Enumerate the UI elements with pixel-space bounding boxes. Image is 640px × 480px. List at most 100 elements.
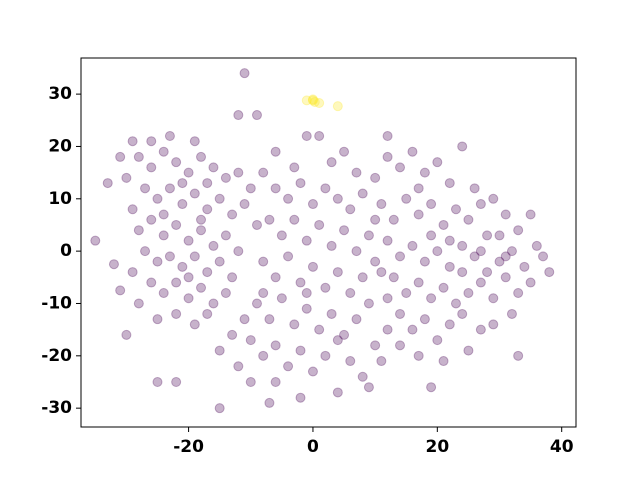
- point: [208, 298, 219, 309]
- point: [102, 178, 113, 189]
- point: [469, 183, 480, 194]
- point: [283, 251, 294, 262]
- point: [332, 335, 343, 346]
- point: [407, 324, 418, 335]
- point: [382, 293, 393, 304]
- point: [307, 199, 318, 210]
- point: [251, 110, 262, 121]
- point: [158, 288, 169, 299]
- point: [227, 209, 238, 220]
- point: [382, 235, 393, 246]
- point: [214, 193, 225, 204]
- point: [177, 261, 188, 272]
- point: [301, 235, 312, 246]
- point: [432, 157, 443, 168]
- point: [457, 267, 468, 278]
- point: [164, 130, 175, 141]
- point: [301, 303, 312, 314]
- point: [307, 94, 318, 105]
- point: [127, 204, 138, 215]
- point: [307, 261, 318, 272]
- point: [270, 183, 281, 194]
- point: [189, 251, 200, 262]
- point: [395, 251, 406, 262]
- point: [332, 193, 343, 204]
- y-tick-label: 20: [48, 136, 72, 156]
- point: [419, 314, 430, 325]
- point: [395, 340, 406, 351]
- point: [525, 209, 536, 220]
- point: [202, 267, 213, 278]
- y-tick-label: -20: [41, 346, 72, 366]
- point: [276, 293, 287, 304]
- point: [326, 240, 337, 251]
- point: [295, 345, 306, 356]
- plot-area: [81, 58, 576, 427]
- point: [388, 214, 399, 225]
- point: [220, 230, 231, 241]
- point: [326, 157, 337, 168]
- point: [196, 214, 207, 225]
- point: [171, 308, 182, 319]
- point: [276, 230, 287, 241]
- point: [463, 214, 474, 225]
- point: [475, 277, 486, 288]
- point: [413, 277, 424, 288]
- point: [121, 329, 132, 340]
- point: [258, 350, 269, 361]
- y-tick-label: -30: [41, 398, 72, 418]
- point: [370, 340, 381, 351]
- point: [301, 130, 312, 141]
- point: [444, 261, 455, 272]
- point: [513, 288, 524, 299]
- x-tick-label: 0: [307, 437, 319, 457]
- point: [208, 162, 219, 173]
- point: [463, 345, 474, 356]
- point: [463, 288, 474, 299]
- point: [444, 319, 455, 330]
- point: [177, 178, 188, 189]
- point: [407, 240, 418, 251]
- point: [264, 397, 275, 408]
- point: [457, 308, 468, 319]
- point: [314, 130, 325, 141]
- point: [152, 314, 163, 325]
- point: [196, 151, 207, 162]
- point: [233, 110, 244, 121]
- point: [189, 319, 200, 330]
- point: [320, 350, 331, 361]
- point: [121, 172, 132, 183]
- point: [320, 183, 331, 194]
- point: [146, 214, 157, 225]
- point: [183, 167, 194, 178]
- point: [500, 272, 511, 283]
- point: [245, 376, 256, 387]
- point: [401, 193, 412, 204]
- point: [152, 376, 163, 387]
- point: [488, 319, 499, 330]
- point: [363, 298, 374, 309]
- point: [363, 382, 374, 393]
- point: [444, 235, 455, 246]
- y-tick-label: -10: [41, 293, 72, 313]
- point: [164, 251, 175, 262]
- point: [488, 293, 499, 304]
- point: [140, 183, 151, 194]
- point: [326, 308, 337, 319]
- point: [307, 95, 318, 106]
- point: [506, 308, 517, 319]
- point: [133, 298, 144, 309]
- point: [171, 219, 182, 230]
- point: [202, 204, 213, 215]
- point: [475, 246, 486, 257]
- point: [426, 382, 437, 393]
- point: [413, 209, 424, 220]
- point: [158, 146, 169, 157]
- point: [351, 246, 362, 257]
- point: [339, 146, 350, 157]
- point: [314, 219, 325, 230]
- point: [133, 225, 144, 236]
- point: [90, 235, 101, 246]
- point: [419, 167, 430, 178]
- point: [339, 329, 350, 340]
